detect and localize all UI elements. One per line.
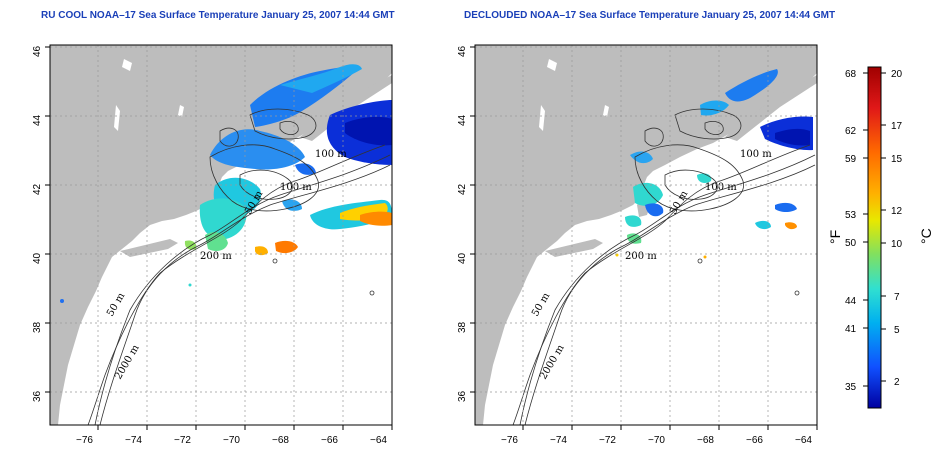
colorbar-c-tick: 5 <box>894 325 900 336</box>
x-tick-label: −72 <box>599 435 616 446</box>
colorbar-c-tick: 20 <box>891 69 903 80</box>
colorbar-f-tick: 59 <box>845 154 857 165</box>
x-tick-label: −76 <box>501 435 518 446</box>
y-tick-label: 42 <box>32 183 43 195</box>
map-frame <box>474 44 818 426</box>
y-tick-label: 38 <box>457 321 468 333</box>
x-tick-label: −74 <box>550 435 567 446</box>
y-tick-label: 36 <box>32 390 43 402</box>
lat-lon-grid <box>50 45 392 425</box>
y-tick-label: 44 <box>457 114 468 126</box>
colorbar-c-tick: 2 <box>894 377 900 388</box>
sst-data-layer <box>615 69 813 259</box>
y-tick-label: 36 <box>457 390 468 402</box>
y-tick-label: 44 <box>32 114 43 126</box>
x-tick-label: −70 <box>648 435 665 446</box>
x-tick-label: −66 <box>321 435 338 446</box>
contour-label-100m-east: 100 m <box>740 149 772 160</box>
colorbar-c-tick: 7 <box>894 292 900 303</box>
y-tick-label: 42 <box>457 183 468 195</box>
colorbar-f-tick: 68 <box>845 69 857 80</box>
x-tick-label: −64 <box>370 435 387 446</box>
y-tick-label: 46 <box>32 45 43 57</box>
right-map-title: DECLOUDED NOAA–17 Sea Surface Temperatur… <box>464 10 836 21</box>
contour-label-200m: 200 m <box>625 251 657 262</box>
right-map-panel: 100 m 100 m 50 m 200 m 50 m 2000 m −76 −… <box>457 44 818 446</box>
y-tick-label: 38 <box>32 321 43 333</box>
colorbar-c-tick: 15 <box>891 154 903 165</box>
y-tick-label: 40 <box>32 252 43 264</box>
colorbar-f-tick: 53 <box>845 210 857 221</box>
map-frame <box>49 44 393 426</box>
colorbar-c-tick: 17 <box>891 121 903 132</box>
colorbar-c-tick: 10 <box>891 239 903 250</box>
x-tick-label: −66 <box>746 435 763 446</box>
colorbar-gradient <box>867 66 882 409</box>
contour-label-200m: 200 m <box>200 251 232 262</box>
colorbar-f-tick: 62 <box>845 126 857 137</box>
colorbar-c-tick: 12 <box>891 206 903 217</box>
contour-label-100m-east: 100 m <box>315 149 347 160</box>
sst-data-layer <box>60 64 392 303</box>
colorbar-f-tick: 35 <box>845 382 857 393</box>
contour-label-100m-center: 100 m <box>280 182 312 193</box>
celsius-unit-label: °C <box>918 228 934 244</box>
contour-label-100m-center: 100 m <box>705 182 737 193</box>
fahrenheit-unit-label: °F <box>827 230 843 244</box>
x-tick-label: −74 <box>125 435 142 446</box>
y-tick-label: 46 <box>457 45 468 57</box>
left-map-panel: 100 m 100 m 50 m 200 m 50 m 2000 m −76 −… <box>32 44 393 446</box>
lat-lon-grid <box>475 45 817 425</box>
x-tick-label: −64 <box>795 435 812 446</box>
colorbar-f-tick: 44 <box>845 296 857 307</box>
y-tick-label: 40 <box>457 252 468 264</box>
x-tick-label: −70 <box>223 435 240 446</box>
x-tick-label: −68 <box>272 435 289 446</box>
temperature-colorbar: 68 62 59 53 50 44 41 35 20 17 15 12 10 7… <box>827 66 934 409</box>
colorbar-f-tick: 50 <box>845 238 857 249</box>
left-map-title: RU COOL NOAA–17 Sea Surface Temperature … <box>41 10 395 21</box>
x-tick-label: −68 <box>697 435 714 446</box>
x-tick-label: −76 <box>76 435 93 446</box>
colorbar-f-tick: 41 <box>845 324 857 335</box>
x-tick-label: −72 <box>174 435 191 446</box>
